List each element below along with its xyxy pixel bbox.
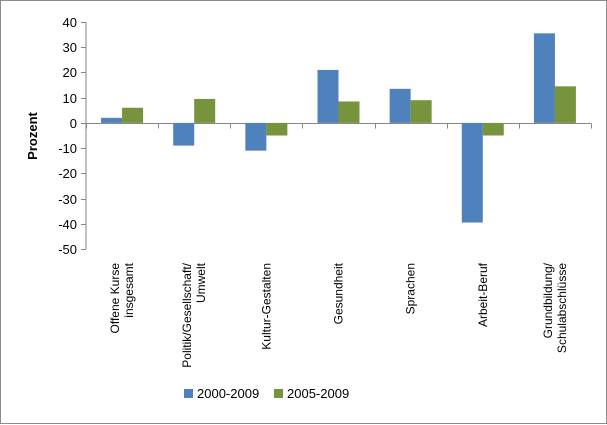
bar-2005-2009-0 — [122, 107, 144, 123]
y-tick-label: -30 — [58, 192, 77, 207]
y-tick-label: -40 — [58, 217, 77, 232]
y-tick-label: -20 — [58, 166, 77, 181]
category-label: insgesamt — [122, 262, 136, 317]
category-label: Politik/Gesellschaft/ — [180, 262, 194, 367]
category-label: Offene Kurse — [108, 263, 122, 334]
bar-2005-2009-4 — [410, 100, 432, 123]
bar-2000-2009-3 — [317, 69, 339, 123]
y-ticks: -50 -40 -30 -20 -10 0 10 20 30 40 — [58, 15, 86, 257]
bar-2000-2009-5 — [461, 122, 483, 223]
y-axis-label: Prozent — [25, 111, 40, 159]
bar-2000-2009-4 — [389, 88, 411, 123]
y-tick-label: -50 — [58, 242, 77, 257]
category-label: Umwelt — [194, 262, 208, 303]
bar-2005-2009-2 — [266, 122, 288, 136]
bar-2000-2009-2 — [245, 122, 267, 151]
y-tick-label: 20 — [63, 65, 77, 80]
category-label: Kultur-Gestalten — [259, 263, 273, 350]
legend: 2000-2009 2005-2009 — [184, 386, 349, 401]
legend-swatch — [184, 389, 193, 398]
bar-2005-2009-5 — [482, 122, 504, 136]
y-tick-label: 30 — [63, 40, 77, 55]
category-label: Arbeit-Beruf — [476, 262, 490, 327]
category-label: Sprachen — [404, 263, 418, 314]
bars — [101, 33, 576, 223]
category-label: Schulabschlüsse — [555, 263, 569, 353]
bar-2000-2009-6 — [533, 33, 555, 123]
y-tick-label: 40 — [63, 15, 77, 30]
category-label: Grundbildung/ — [541, 262, 555, 338]
bar-2000-2009-0 — [101, 117, 123, 123]
bar-2000-2009-1 — [173, 122, 195, 146]
category-label: Gesundheit — [332, 262, 346, 324]
legend-label: 2000-2009 — [197, 386, 259, 401]
axes — [85, 22, 592, 249]
bar-2005-2009-3 — [338, 101, 360, 123]
bar-2005-2009-1 — [194, 98, 216, 123]
bar-2005-2009-6 — [554, 86, 576, 123]
y-tick-label: 10 — [63, 91, 77, 106]
x-categories: Offene Kurse insgesamt Politik/Gesellschaf… — [108, 262, 569, 367]
y-tick-label: 0 — [70, 116, 77, 131]
legend-label: 2005-2009 — [287, 386, 349, 401]
y-tick-label: -10 — [58, 141, 77, 156]
legend-swatch — [274, 389, 283, 398]
